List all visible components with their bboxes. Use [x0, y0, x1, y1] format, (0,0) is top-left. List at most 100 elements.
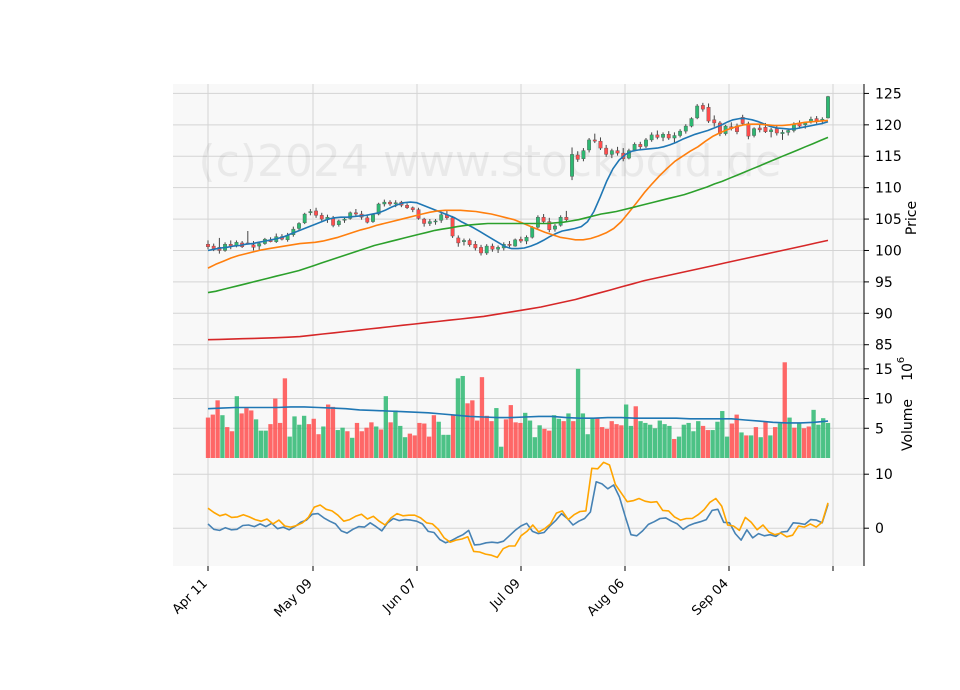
- watermark-text: (c)2024 www.stockbold.de: [198, 136, 781, 187]
- candle-up: [553, 225, 557, 230]
- candle-up: [257, 243, 262, 247]
- volume-bar-up: [768, 435, 773, 458]
- volume-bar-down: [354, 422, 360, 458]
- volume-bar-up: [825, 422, 831, 458]
- price-y-tick-label: 85: [875, 338, 893, 354]
- volume-bar-down: [205, 417, 211, 458]
- volume-bar-up: [739, 432, 744, 458]
- volume-bar-up: [667, 425, 672, 458]
- volume-bar-up: [662, 424, 667, 458]
- candle-down: [518, 238, 523, 242]
- volume-bar-down: [388, 422, 393, 458]
- candle-up: [752, 128, 756, 136]
- candle-down: [473, 243, 478, 249]
- candle-up: [302, 213, 307, 224]
- volume-bar-up: [638, 421, 643, 458]
- volume-bar-down: [225, 427, 230, 458]
- volume-bar-down: [753, 427, 759, 458]
- candle-up: [382, 201, 387, 205]
- volume-bar-down: [359, 431, 364, 458]
- volume-bar-down: [244, 408, 249, 458]
- volume-bar-up: [691, 431, 696, 458]
- candle-down: [604, 147, 609, 155]
- volume-bar-up: [575, 368, 581, 458]
- volume-bar-up: [301, 415, 307, 458]
- candle-up: [393, 202, 398, 205]
- volume-y-tick-label: 5: [875, 421, 884, 437]
- volume-y-tick-label: 15: [875, 362, 893, 378]
- volume-bar-up: [297, 424, 302, 458]
- price-y-tick-label: 110: [875, 181, 902, 197]
- candle-up: [297, 223, 301, 229]
- volume-bar-up: [436, 421, 441, 458]
- candle-up: [632, 144, 637, 151]
- candle-down: [615, 150, 620, 154]
- volume-bar-down: [364, 427, 369, 458]
- candle-up: [536, 216, 540, 228]
- volume-bar-down: [210, 414, 215, 458]
- volume-bar-up: [580, 413, 586, 458]
- volume-bar-down: [330, 406, 336, 458]
- candle-down: [314, 210, 318, 216]
- candle-down: [575, 154, 580, 160]
- volume-bar-up: [816, 424, 821, 458]
- volume-bar-down: [700, 425, 706, 458]
- oscillator-y-tick-label: 0: [875, 521, 884, 537]
- x-tick-label: Jul 09: [487, 576, 524, 613]
- candle-up: [530, 227, 535, 238]
- volume-axis-multiplier-base: 10: [900, 363, 916, 381]
- volume-bar-down: [705, 430, 711, 458]
- oscillator-panel-bg: [173, 458, 864, 566]
- oscillator-y-tick-label: 10: [875, 467, 893, 483]
- volume-bar-up: [350, 437, 355, 458]
- volume-bar-up: [715, 421, 720, 458]
- candle-down: [319, 215, 324, 220]
- candle-down: [507, 243, 512, 246]
- candle-down: [410, 207, 415, 210]
- volume-bar-up: [258, 430, 264, 458]
- volume-bar-down: [801, 428, 807, 458]
- candle-up: [678, 130, 683, 136]
- candle-down: [206, 243, 210, 247]
- chart-marks: [205, 95, 831, 559]
- volume-bar-down: [431, 415, 437, 458]
- price-y-tick-label: 125: [875, 86, 902, 102]
- volume-bar-down: [474, 420, 480, 458]
- volume-bar-down: [729, 423, 735, 458]
- volume-bar-up: [681, 424, 686, 458]
- candle-down: [490, 245, 495, 250]
- volume-bar-down: [325, 404, 331, 458]
- candle-up: [661, 134, 665, 138]
- candle-up: [786, 130, 791, 133]
- volume-bar-down: [604, 428, 610, 458]
- volume-bar-down: [426, 436, 432, 458]
- volume-bar-up: [292, 416, 297, 458]
- volume-bar-down: [547, 430, 552, 458]
- volume-bar-up: [335, 430, 340, 458]
- volume-bar-up: [494, 408, 499, 458]
- candle-up: [524, 237, 529, 242]
- candle-down: [365, 217, 370, 223]
- volume-axis-multiplier: 6: [896, 357, 907, 363]
- volume-bar-down: [619, 425, 624, 458]
- volume-bar-up: [263, 430, 268, 458]
- volume-bar-up: [556, 418, 562, 458]
- candle-up: [336, 220, 341, 225]
- volume-bar-down: [763, 421, 768, 458]
- volume-bar-down: [599, 427, 605, 458]
- volume-bar-down: [412, 435, 417, 458]
- volume-bar-down: [306, 424, 312, 458]
- candle-up: [649, 134, 654, 141]
- volume-bar-down: [484, 415, 489, 458]
- candle-up: [308, 211, 313, 213]
- volume-bar-up: [676, 436, 682, 458]
- volume-bar-up: [441, 434, 446, 458]
- candle-up: [348, 212, 353, 219]
- volume-bar-down: [571, 421, 576, 458]
- volume-bar-up: [758, 437, 763, 458]
- volume-bar-up: [590, 418, 595, 458]
- volume-bar-up: [720, 411, 725, 458]
- candle-up: [769, 129, 774, 132]
- volume-bar-down: [417, 422, 422, 458]
